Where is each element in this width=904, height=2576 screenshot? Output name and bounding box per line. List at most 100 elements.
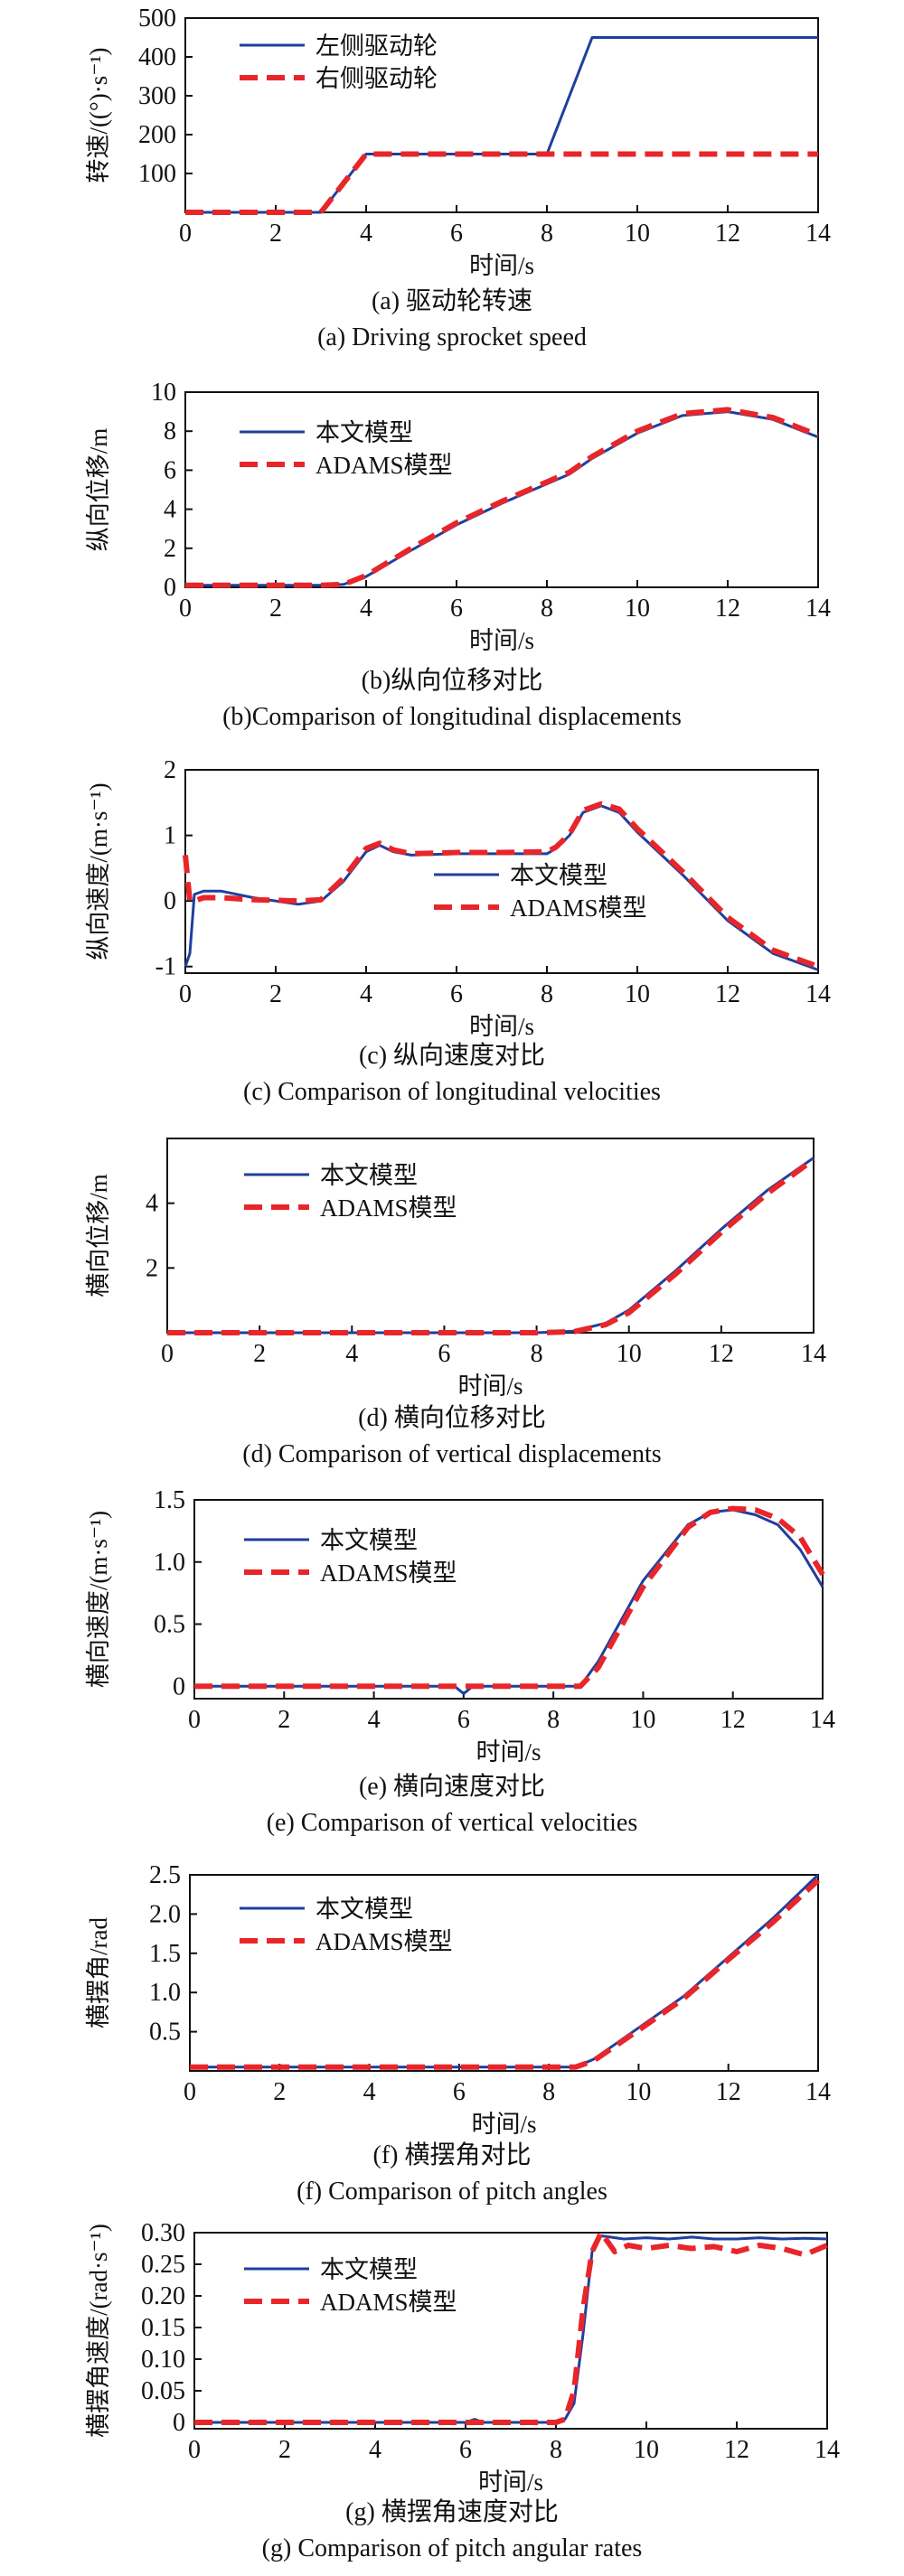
x-tick-label: 4 bbox=[363, 2078, 376, 2106]
y-axis-label: 纵向速度/(m·s⁻¹) bbox=[85, 782, 112, 960]
series-line-1 bbox=[185, 36, 818, 214]
x-tick-label: 0 bbox=[179, 220, 192, 248]
y-axis-label: 横摆角速度/(rad·s⁻¹) bbox=[85, 2224, 112, 2438]
y-tick-label: 2 bbox=[164, 535, 176, 563]
x-tick-label: 12 bbox=[709, 1340, 734, 1368]
y-tick-label: 2.0 bbox=[149, 1900, 181, 1928]
x-tick-label: 12 bbox=[716, 2078, 741, 2106]
x-tick-label: 12 bbox=[715, 595, 740, 623]
x-axis-label: 时间/s bbox=[478, 2468, 543, 2496]
chart-yaw-rate: 0 2 4 6 8 10 12 14 0 0.05 0.10 0.15 0.20 0.25 0.30 时间/s… bbox=[85, 2219, 840, 2496]
x-tick-label: 14 bbox=[805, 2078, 831, 2106]
plot-frame bbox=[184, 17, 819, 213]
legend-label-1: 本文模型 bbox=[320, 1162, 418, 1189]
plot-frame bbox=[184, 391, 819, 588]
x-tick-label: 10 bbox=[625, 980, 650, 1008]
caption-cn: (g) 横摆角速度对比 bbox=[345, 2498, 559, 2526]
chart-panel-f: 0 2 4 6 8 10 12 14 0.5 1.0 1.5 2.0 2.5 时间/s 横摆角/rad 本文模… bbox=[0, 1852, 904, 2214]
caption-cn: (f) 横摆角对比 bbox=[372, 2141, 532, 2169]
x-tick-label: 12 bbox=[720, 1706, 746, 1734]
x-axis-label: 时间/s bbox=[457, 1372, 523, 1400]
y-tick-label: 0.25 bbox=[141, 2251, 185, 2279]
legend-label-1: 本文模型 bbox=[510, 862, 607, 889]
plot-frame bbox=[193, 2232, 828, 2430]
series-line-2 bbox=[185, 407, 820, 588]
y-axis-label: 横向速度/(m·s⁻¹) bbox=[85, 1511, 112, 1688]
legend-label-1: 本文模型 bbox=[315, 419, 413, 446]
x-tick-label: 2 bbox=[269, 220, 282, 248]
x-tick-label: 14 bbox=[810, 1706, 835, 1734]
y-tick-label: 500 bbox=[138, 5, 176, 33]
legend-label-2: ADAMS模型 bbox=[320, 2289, 457, 2316]
x-tick-label: 2 bbox=[278, 2436, 291, 2464]
x-tick-label: 8 bbox=[531, 1340, 543, 1368]
x-tick-label: 12 bbox=[724, 2436, 749, 2464]
caption-en: (g) Comparison of pitch angular rates bbox=[261, 2534, 643, 2562]
x-tick-label: 6 bbox=[457, 1706, 470, 1734]
y-tick-label: 200 bbox=[138, 121, 176, 149]
y-tick-label: 400 bbox=[138, 43, 176, 71]
plot-frame bbox=[193, 1499, 824, 1700]
x-tick-label: 4 bbox=[360, 220, 372, 248]
x-tick-label: 2 bbox=[278, 1706, 290, 1734]
series-line-1 bbox=[190, 1873, 820, 2069]
x-tick-label: 14 bbox=[805, 980, 831, 1008]
chart-lateral-velocity: 0 2 4 6 8 10 12 14 0 0.5 1.0 1.5 时间/s 横向速度/(m·s⁻¹) 本文模… bbox=[85, 1486, 835, 1766]
y-tick-label: 0.5 bbox=[154, 1611, 185, 1639]
legend-label-1: 本文模型 bbox=[320, 2256, 418, 2283]
x-tick-label: 0 bbox=[161, 1340, 174, 1368]
legend-label-2: ADAMS模型 bbox=[315, 452, 453, 479]
y-tick-label: 1 bbox=[164, 822, 176, 850]
y-axis-label: 纵向位移/m bbox=[85, 428, 112, 552]
caption-cn: (e) 横向速度对比 bbox=[358, 1773, 546, 1801]
x-tick-label: 12 bbox=[715, 980, 740, 1008]
legend-label-2: ADAMS模型 bbox=[320, 1560, 457, 1587]
x-tick-label: 0 bbox=[188, 2436, 201, 2464]
y-tick-label: 1.0 bbox=[154, 1549, 185, 1577]
caption-en: (f) Comparison of pitch angles bbox=[297, 2178, 607, 2206]
caption-cn: (c) 纵向速度对比 bbox=[358, 1042, 546, 1070]
y-tick-label: 1.5 bbox=[149, 1940, 181, 1968]
chart-panel-b: 0 2 4 6 8 10 12 14 0 2 4 6 8 10 时间/s 纵向位移/m 本文模型 ADAMS模型 … bbox=[0, 370, 904, 741]
y-axis-label: 横向位移/m bbox=[85, 1174, 112, 1297]
x-tick-label: 4 bbox=[345, 1340, 358, 1368]
x-tick-label: 8 bbox=[541, 595, 553, 623]
x-tick-label: 2 bbox=[273, 2078, 286, 2106]
caption-en: (a) Driving sprocket speed bbox=[317, 323, 587, 351]
x-tick-label: 0 bbox=[179, 595, 192, 623]
y-tick-label: 2 bbox=[164, 756, 176, 784]
x-axis-label: 时间/s bbox=[476, 1738, 541, 1766]
caption-en: (e) Comparison of vertical velocities bbox=[266, 1809, 638, 1837]
y-axis-label: 横摆角/rad bbox=[85, 1917, 112, 2028]
x-axis-label: 时间/s bbox=[469, 627, 534, 654]
legend-label-2: 右侧驱动轮 bbox=[315, 65, 438, 92]
x-tick-label: 0 bbox=[184, 2078, 196, 2106]
x-axis-label: 时间/s bbox=[469, 252, 534, 279]
chart-panel-g: 0 2 4 6 8 10 12 14 0 0.05 0.10 0.15 0.20 0.25 0.30 时间/s… bbox=[0, 2215, 904, 2576]
caption-en: (c) Comparison of longitudinal velocitie… bbox=[243, 1078, 661, 1106]
x-axis-label: 时间/s bbox=[469, 1013, 534, 1040]
x-tick-label: 8 bbox=[541, 220, 553, 248]
caption-en: (d) Comparison of vertical displacements bbox=[242, 1440, 662, 1468]
y-tick-label: 0.5 bbox=[149, 2019, 181, 2047]
x-tick-label: 8 bbox=[542, 2078, 555, 2106]
series-line-2 bbox=[167, 1157, 815, 1335]
x-tick-label: 14 bbox=[801, 1340, 826, 1368]
x-tick-label: 6 bbox=[438, 1340, 450, 1368]
x-tick-label: 12 bbox=[715, 220, 740, 248]
x-tick-label: 14 bbox=[815, 2436, 840, 2464]
x-tick-label: 10 bbox=[630, 1706, 655, 1734]
chart-panel-e: 0 2 4 6 8 10 12 14 0 0.5 1.0 1.5 时间/s 横向速度/(m·s⁻¹) 本文模… bbox=[0, 1482, 904, 1852]
legend-label-2: ADAMS模型 bbox=[315, 1928, 453, 1955]
x-tick-label: 6 bbox=[450, 595, 463, 623]
series-line-1 bbox=[194, 1508, 824, 1695]
y-tick-label: 0.05 bbox=[141, 2377, 185, 2405]
x-tick-label: 10 bbox=[626, 2078, 651, 2106]
plot-frame bbox=[189, 1874, 819, 2072]
caption-cn: (a) 驱动轮转速 bbox=[371, 287, 533, 315]
chart-panel-a: 0 2 4 6 8 10 12 14 100 200 300 400 500 时间/s 转速/((°)·s⁻… bbox=[0, 0, 904, 361]
y-tick-label: 100 bbox=[138, 160, 176, 188]
y-tick-label: 1.5 bbox=[154, 1486, 185, 1514]
series-line-1 bbox=[185, 410, 819, 587]
